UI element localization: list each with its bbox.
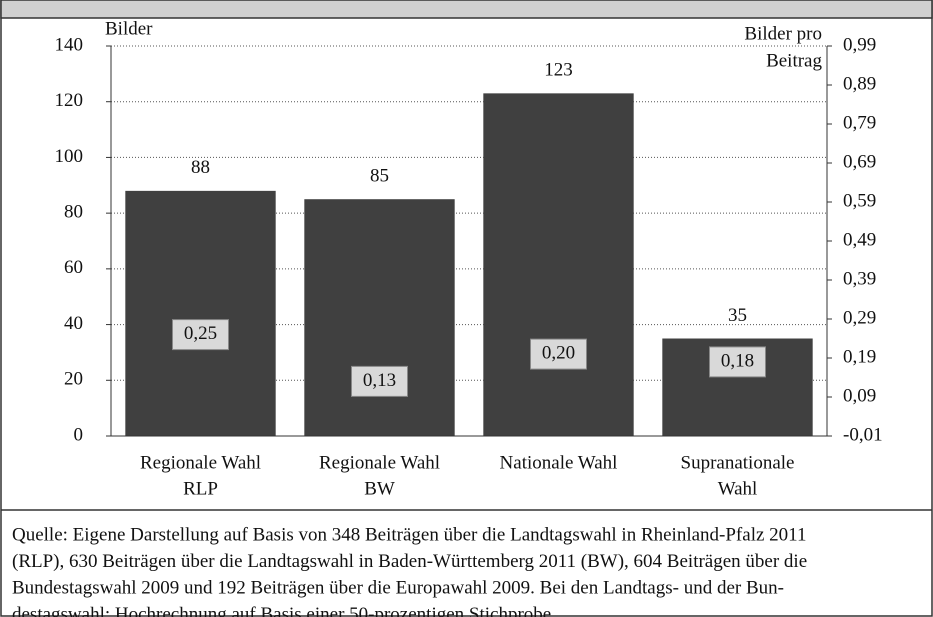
y-axis-label: Bilder	[105, 18, 153, 39]
ratio-label: 0,18	[721, 350, 754, 371]
y2-tick-label: 0,79	[843, 112, 876, 133]
y-tick-label: 40	[64, 313, 83, 334]
y2-axis-label: Beitrag	[766, 50, 822, 71]
value-label: 35	[728, 305, 747, 326]
bar	[304, 199, 455, 436]
header-bar	[0, 0, 933, 19]
note-line: Bundestagswahl 2009 und 192 Beiträgen üb…	[12, 577, 784, 598]
y-tick-label: 120	[55, 90, 84, 111]
ratio-box	[530, 338, 587, 370]
y2-tick-label: 0,69	[843, 151, 876, 172]
y-tick-label: 60	[64, 257, 83, 278]
value-label: 88	[191, 157, 210, 178]
bar	[125, 190, 276, 436]
y2-tick-label: 0,29	[843, 307, 876, 328]
y2-tick-label: 0,99	[843, 34, 876, 55]
note-line: destagswahl: Hochrechnung auf Basis eine…	[12, 604, 556, 617]
x-tick-label: RLP	[183, 478, 218, 499]
ratio-label: 0,13	[363, 370, 396, 391]
y-tick-label: 100	[55, 146, 84, 167]
note-line: Quelle: Eigene Darstellung auf Basis von…	[12, 524, 806, 545]
value-label: 123	[544, 60, 573, 81]
y-tick-label: 80	[64, 202, 83, 223]
ratio-label: 0,20	[542, 342, 575, 363]
ratio-label: 0,25	[184, 323, 217, 344]
y2-tick-label: 0,49	[843, 229, 876, 250]
y2-tick-label: 0,59	[843, 190, 876, 211]
y-tick-label: 140	[55, 34, 84, 55]
ratio-box	[709, 346, 766, 378]
x-tick-label: Regionale Wahl	[319, 452, 440, 473]
y2-tick-label: 0,19	[843, 346, 876, 367]
y2-tick-label: 0,09	[843, 385, 876, 406]
x-tick-label: Regionale Wahl	[140, 452, 261, 473]
bar	[483, 93, 634, 436]
y2-tick-label: 0,89	[843, 73, 876, 94]
y2-tick-label: 0,39	[843, 268, 876, 289]
y2-tick-label: -0,01	[843, 424, 883, 445]
x-tick-label: Supranationale	[681, 452, 795, 473]
value-label: 85	[370, 166, 389, 187]
x-tick-label: Nationale Wahl	[500, 452, 618, 473]
y-tick-label: 20	[64, 369, 83, 390]
ratio-box	[351, 365, 408, 397]
y2-axis-label: Bilder pro	[744, 23, 822, 44]
x-tick-label: Wahl	[718, 478, 758, 499]
ratio-box	[172, 319, 229, 351]
x-tick-label: BW	[364, 478, 395, 499]
y-tick-label: 0	[74, 424, 84, 445]
note-line: (RLP), 630 Beiträgen über die Landtagswa…	[12, 551, 807, 572]
